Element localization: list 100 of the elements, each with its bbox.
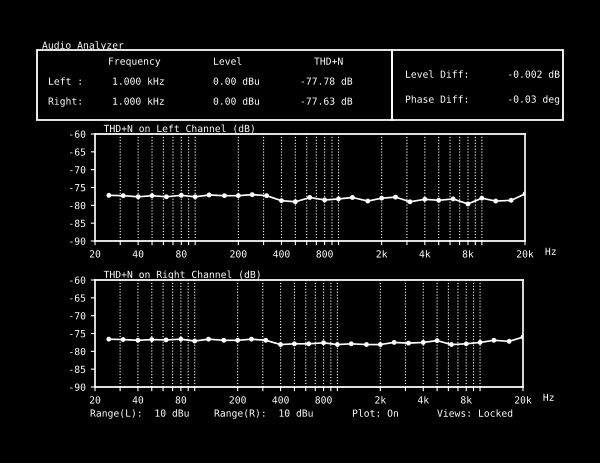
point [249, 336, 254, 342]
x-tick-label: 4k [419, 250, 431, 258]
y-tick-label: -65 [70, 294, 86, 302]
point [307, 195, 312, 200]
point [408, 199, 412, 204]
point [164, 337, 169, 342]
point [466, 201, 470, 206]
text: -0.03 deg [509, 95, 560, 105]
point [236, 193, 241, 198]
y-tick-label: -60 [70, 276, 86, 284]
point [136, 194, 141, 200]
text: Level [214, 57, 242, 65]
x-tick-label: 40 [132, 396, 144, 404]
text: Left : [49, 77, 81, 85]
point [491, 338, 496, 343]
text: Frequency [109, 58, 160, 67]
point [448, 342, 454, 347]
point [436, 198, 442, 203]
text: Views: Locked [437, 409, 512, 417]
text: 1.000 kHz [113, 97, 164, 105]
point [136, 338, 140, 343]
point [192, 338, 198, 344]
point [149, 337, 154, 342]
point [508, 198, 514, 203]
point [278, 342, 284, 347]
point [450, 196, 456, 202]
y-tick-label: -70 [70, 312, 86, 320]
x-tick-label: 800 [316, 250, 333, 258]
x-tick-label: 20 [90, 396, 100, 404]
y-tick-label: -85 [70, 220, 86, 228]
point [393, 194, 398, 200]
x-tick-label: 40 [132, 250, 144, 258]
point [434, 338, 440, 344]
point [164, 194, 169, 200]
x-tick-label: 4k [418, 396, 429, 404]
x-tick-label: 20k [514, 396, 532, 404]
point [493, 198, 498, 204]
point [264, 193, 270, 198]
x-tick-label: 8k [462, 250, 474, 258]
x-tick-label: 2k [376, 250, 388, 258]
x-tick-label: 400 [272, 396, 289, 404]
point [336, 196, 341, 202]
point [379, 196, 384, 201]
text: Level Diff: [406, 70, 468, 78]
y-tick-label: -80 [70, 348, 86, 356]
point [506, 338, 512, 344]
point [378, 342, 383, 347]
point [420, 340, 426, 345]
point [178, 336, 184, 342]
point [464, 341, 469, 346]
text: Right: [48, 97, 81, 107]
point [206, 336, 211, 342]
x-axis-title: Hz [543, 394, 554, 401]
x-tick-label: 8k [460, 396, 472, 404]
point [250, 192, 255, 198]
y-tick-label: -70 [70, 166, 86, 174]
x-tick-label: 20 [90, 250, 100, 258]
chart-title: THD+N on Right Channel (dB) [104, 270, 260, 280]
point [120, 193, 126, 198]
point [106, 192, 112, 198]
text: 0.00 dBu [214, 77, 259, 85]
text: 1.000 kHz [113, 77, 164, 85]
x-axis-title: Hz [546, 248, 556, 255]
point [334, 342, 340, 347]
point [279, 198, 284, 204]
text: -0.002 dB [509, 70, 560, 78]
point [263, 338, 268, 343]
point [206, 192, 212, 198]
x-tick-label: 2k [375, 396, 386, 404]
x-tick-label: 80 [176, 396, 186, 404]
point [222, 193, 227, 198]
point [106, 336, 112, 342]
point [150, 193, 154, 198]
x-tick-label: 80 [176, 250, 187, 258]
point [365, 198, 370, 204]
x-tick-label: 200 [230, 250, 246, 258]
point [321, 340, 326, 346]
text: Phase Diff: [406, 95, 468, 103]
text: Audio Analyzer [42, 41, 124, 51]
chart-title: THD+N on Left Channel (dB) [104, 124, 254, 134]
text: 0.00 dBu [214, 97, 259, 105]
text: -77.78 dB [302, 77, 352, 85]
x-tick-label: 20k [516, 250, 534, 258]
point [292, 199, 298, 204]
point [120, 337, 126, 342]
point [350, 195, 355, 200]
point [178, 192, 184, 198]
text: Plot: On [352, 409, 398, 417]
point [192, 194, 198, 200]
x-tick-label: 200 [230, 396, 246, 404]
y-tick-label: -85 [70, 366, 86, 374]
text: Range(R): 10 dBu [214, 409, 313, 419]
point [364, 342, 369, 347]
y-tick-label: -90 [70, 238, 86, 245]
point [392, 340, 397, 345]
point [478, 340, 482, 345]
point [292, 341, 297, 346]
point [406, 340, 411, 346]
y-tick-label: -90 [70, 384, 86, 391]
point [479, 196, 484, 201]
